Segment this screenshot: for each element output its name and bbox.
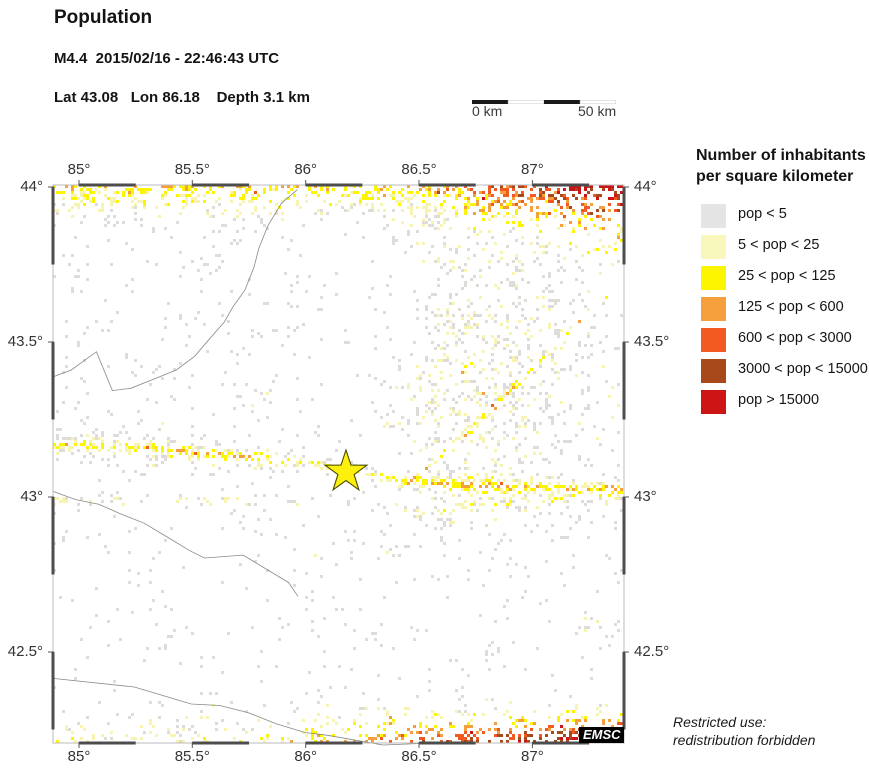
svg-text:EMSC: EMSC (583, 727, 621, 742)
